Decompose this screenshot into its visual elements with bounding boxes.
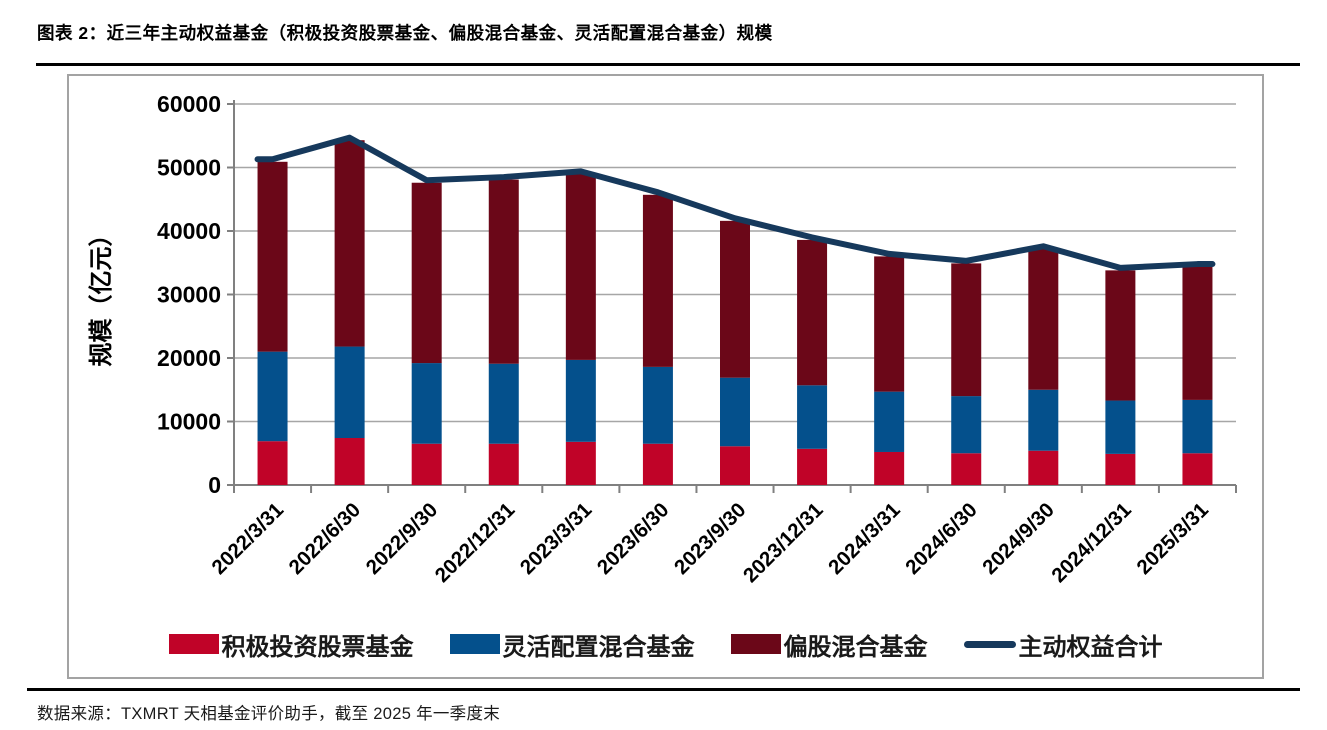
legend-item-flexible-allocation-funds: 灵活配置混合基金	[449, 627, 695, 662]
y-tick-label: 40000	[157, 218, 221, 244]
bar-segment	[1182, 399, 1213, 454]
title-divider	[36, 63, 1300, 66]
bar-segment	[1182, 453, 1213, 485]
bar-segment	[334, 346, 365, 439]
bar-segment	[1105, 400, 1136, 454]
x-tick-label: 2024/3/31	[824, 498, 905, 579]
x-tick-label: 2023/9/30	[670, 498, 751, 579]
y-tick-label: 60000	[157, 91, 221, 117]
bar-segment	[874, 451, 905, 485]
x-tick-label: 2024/12/31	[1047, 498, 1136, 587]
legend-swatch-maroon	[730, 634, 781, 654]
x-tick-label: 2023/3/31	[516, 498, 597, 579]
bar-segment	[1028, 450, 1059, 485]
chart-title: 图表 2：近三年主动权益基金（积极投资股票基金、偏股混合基金、灵活配置混合基金）…	[37, 23, 773, 43]
bar-segment	[951, 263, 982, 397]
x-tick-label: 2024/9/30	[978, 498, 1059, 579]
y-tick-label: 10000	[157, 409, 221, 435]
x-tick-label: 2022/9/30	[361, 498, 442, 579]
bar-segment	[720, 377, 750, 447]
bar-segment	[411, 182, 442, 364]
y-tick-label: 0	[208, 472, 221, 498]
chart-legend: 积极投资股票基金 灵活配置混合基金 偏股混合基金 主动权益合计	[69, 622, 1262, 666]
bar-segment	[642, 194, 673, 367]
bar-segment	[797, 385, 828, 449]
bar-segment	[874, 256, 905, 392]
legend-item-active-stock-funds: 积极投资股票基金	[168, 627, 414, 662]
bar-segment	[951, 396, 982, 454]
chart-container: 0 10000 20000 30000 40000 50000 60000 2022/3/31…	[67, 74, 1264, 679]
legend-line-swatch	[963, 640, 1016, 648]
bar-segment	[488, 443, 519, 485]
legend-item-active-equity-total: 主动权益合计	[963, 627, 1163, 662]
legend-label: 积极投资股票基金	[221, 633, 414, 661]
x-tick-label: 2022/12/31	[430, 498, 519, 587]
legend-swatch-red	[168, 634, 219, 654]
footer-divider	[27, 688, 1300, 691]
bar-segment	[411, 363, 442, 444]
x-tick-label: 2025/3/31	[1132, 498, 1213, 579]
y-tick-label: 20000	[157, 345, 221, 371]
bar-segment	[1105, 270, 1136, 401]
bar-segment	[334, 438, 365, 485]
bar-segment	[720, 446, 750, 485]
bar-segment	[411, 443, 442, 485]
stacked-bar-line-chart: 0 10000 20000 30000 40000 50000 60000 2022/3/31…	[88, 91, 1237, 587]
legend-label: 灵活配置混合基金	[502, 633, 695, 661]
bar-segment	[1182, 266, 1213, 400]
bar-segment	[642, 366, 673, 444]
x-tick-label: 2024/6/30	[901, 498, 982, 579]
bar-segment	[874, 391, 905, 452]
data-source-note: 数据来源：TXMRT 天相基金评价助手，截至 2025 年一季度末	[37, 705, 501, 723]
bar-segment	[257, 161, 288, 352]
legend-label: 主动权益合计	[1018, 633, 1163, 661]
bar-segment	[1028, 248, 1059, 390]
bar-segment	[334, 140, 365, 347]
bar-segment	[797, 448, 828, 485]
x-tick-label: 2022/3/31	[207, 498, 288, 579]
legend-swatch-blue	[449, 634, 500, 654]
bar-segment	[565, 441, 596, 485]
bar-segment	[642, 443, 673, 485]
bar-segment	[1028, 389, 1059, 451]
bar-segment	[257, 351, 288, 442]
bar-segment	[1105, 453, 1136, 485]
y-axis-title: 规模（亿元）	[88, 223, 115, 367]
bar-segment	[257, 441, 288, 485]
x-tick-label: 2022/6/30	[284, 498, 365, 579]
bar-segment	[488, 363, 519, 444]
legend-label: 偏股混合基金	[783, 633, 928, 661]
y-tick-label: 50000	[157, 155, 221, 181]
bar-segment	[488, 179, 519, 364]
bar-segment	[951, 453, 982, 485]
bar-segment	[565, 173, 596, 360]
bar-segment	[565, 359, 596, 442]
y-tick-label: 30000	[157, 282, 221, 308]
x-tick-label: 2023/12/31	[739, 498, 828, 587]
total-line	[254, 134, 1216, 271]
legend-item-equity-biased-hybrid-funds: 偏股混合基金	[730, 627, 928, 662]
bar-segment	[720, 220, 750, 378]
bar-segment	[797, 239, 828, 386]
x-tick-label: 2023/6/30	[593, 498, 674, 579]
